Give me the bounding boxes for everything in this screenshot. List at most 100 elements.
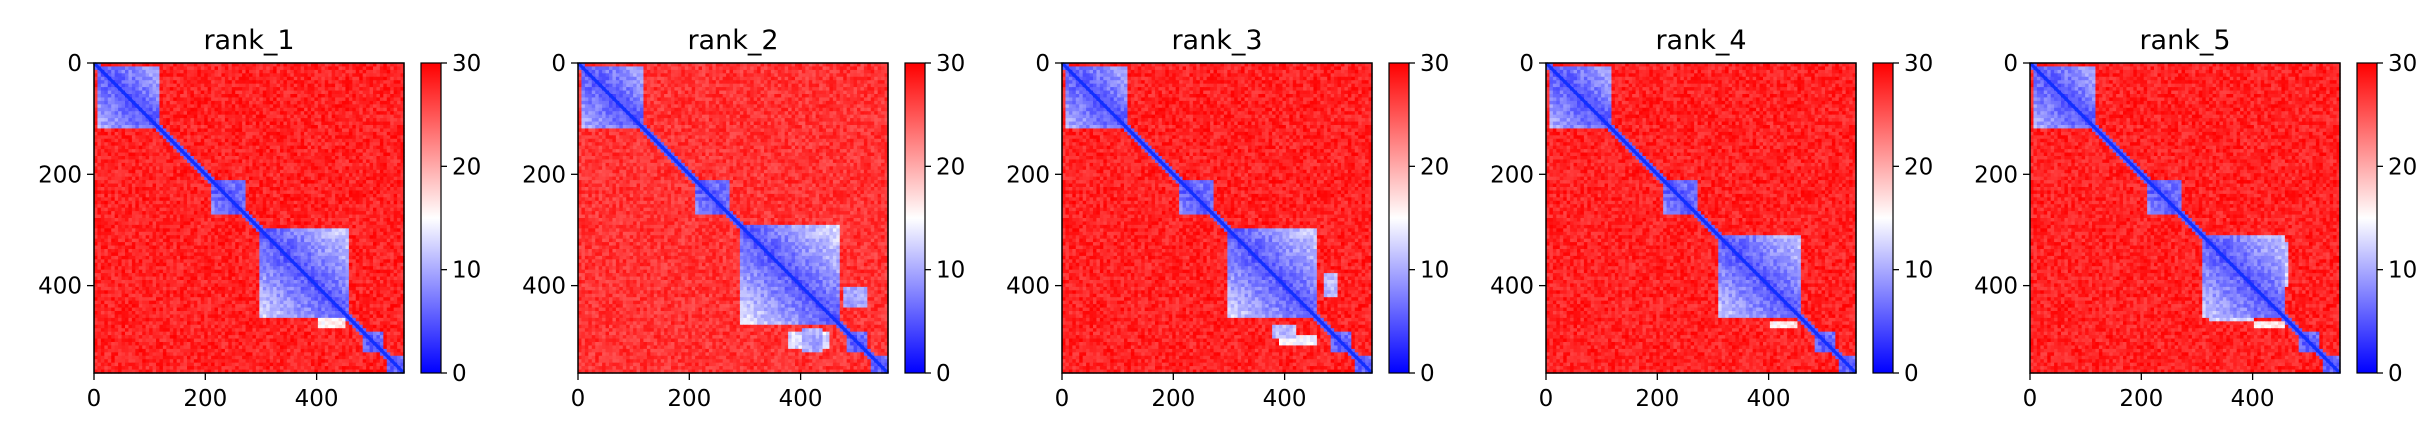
heatmap-cell — [332, 101, 336, 105]
heatmap-cell — [177, 118, 181, 122]
heatmap-cell — [345, 73, 349, 77]
heatmap-cell — [383, 104, 387, 108]
heatmap-cell — [190, 173, 194, 177]
heatmap-cell — [290, 173, 294, 177]
heatmap-cell — [242, 108, 246, 112]
heatmap-cell — [342, 187, 346, 191]
heatmap-cell — [290, 97, 294, 101]
heatmap-cell — [197, 159, 201, 163]
heatmap-cell — [204, 128, 208, 132]
heatmap-cell — [190, 94, 194, 98]
heatmap-cell — [339, 104, 343, 108]
heatmap-cell — [270, 87, 274, 91]
heatmap-cell — [149, 159, 153, 163]
heatmap-cell — [359, 73, 363, 77]
heatmap-cell — [187, 66, 191, 70]
heatmap-cell — [376, 166, 380, 170]
heatmap-cell — [249, 70, 253, 74]
heatmap-cell — [287, 184, 291, 188]
heatmap-cell — [197, 125, 201, 129]
heatmap-cell — [318, 184, 322, 188]
heatmap-cell — [208, 166, 212, 170]
heatmap-cell — [118, 108, 122, 112]
heatmap-cell — [287, 87, 291, 91]
heatmap-cell — [352, 115, 356, 119]
heatmap-cell — [366, 97, 370, 101]
heatmap-cell — [280, 125, 284, 129]
heatmap-cell — [380, 132, 384, 136]
heatmap-cell — [287, 149, 291, 153]
heatmap-cell — [187, 166, 191, 170]
heatmap-cell — [184, 184, 188, 188]
heatmap-cell — [376, 153, 380, 157]
heatmap-cell — [204, 94, 208, 98]
heatmap-cell — [201, 70, 205, 74]
panel-1: rank_10 200 40002004000102030 — [38, 25, 481, 412]
heatmap-cell — [104, 80, 108, 84]
heatmap-cell — [311, 163, 315, 167]
heatmap-cell — [383, 108, 387, 112]
heatmap-cell — [256, 122, 260, 126]
heatmap-cell — [318, 180, 322, 184]
heatmap-cell — [173, 87, 177, 91]
heatmap-cell — [135, 118, 139, 122]
heatmap-cell — [318, 73, 322, 77]
heatmap-cell — [301, 101, 305, 105]
heatmap-cell — [104, 142, 108, 146]
heatmap-cell — [180, 80, 184, 84]
heatmap-cell — [349, 104, 353, 108]
heatmap-cell — [301, 97, 305, 101]
heatmap-cell — [376, 177, 380, 181]
heatmap-cell — [332, 163, 336, 167]
heatmap-cell — [387, 80, 391, 84]
heatmap-cell — [304, 170, 308, 174]
heatmap-cell — [166, 180, 170, 184]
heatmap-cell — [122, 149, 126, 153]
heatmap-cell — [304, 115, 308, 119]
heatmap-cell — [397, 170, 401, 174]
heatmap-cell — [263, 73, 267, 77]
heatmap-cell — [252, 66, 256, 70]
heatmap-cell — [266, 97, 270, 101]
heatmap-cell — [387, 153, 391, 157]
heatmap-cell — [221, 184, 225, 188]
heatmap-cell — [184, 97, 188, 101]
heatmap-cell — [394, 91, 398, 95]
heatmap-cell — [163, 115, 167, 119]
heatmap-cell — [335, 184, 339, 188]
heatmap-cell — [221, 80, 225, 84]
heatmap-cell — [173, 184, 177, 188]
heatmap-cell — [115, 73, 119, 77]
heatmap-cell — [215, 173, 219, 177]
heatmap-cell — [259, 142, 263, 146]
heatmap-cell — [208, 170, 212, 174]
heatmap-cell — [122, 66, 126, 70]
heatmap-cell — [139, 84, 143, 88]
heatmap-cell — [218, 142, 222, 146]
heatmap-cell — [373, 159, 377, 163]
heatmap-cell — [335, 77, 339, 81]
heatmap-cell — [242, 146, 246, 150]
heatmap-cell — [373, 132, 377, 136]
heatmap-cell — [249, 139, 253, 143]
heatmap-cell — [173, 70, 177, 74]
heatmap-cell — [208, 159, 212, 163]
heatmap-cell — [252, 146, 256, 150]
heatmap-cell — [318, 163, 322, 167]
heatmap-cell — [339, 84, 343, 88]
heatmap-cell — [180, 97, 184, 101]
heatmap-cell — [277, 94, 281, 98]
heatmap-cell — [311, 156, 315, 160]
heatmap-cell — [228, 139, 232, 143]
heatmap-cell — [118, 70, 122, 74]
heatmap-cell — [332, 180, 336, 184]
heatmap-cell — [221, 163, 225, 167]
heatmap-cell — [142, 139, 146, 143]
heatmap-cell — [108, 159, 112, 163]
heatmap-cell — [111, 115, 115, 119]
heatmap-cell — [266, 146, 270, 150]
heatmap-cell — [190, 187, 194, 191]
heatmap-cell — [318, 115, 322, 119]
heatmap-cell — [97, 180, 101, 184]
heatmap-cell — [397, 118, 401, 122]
